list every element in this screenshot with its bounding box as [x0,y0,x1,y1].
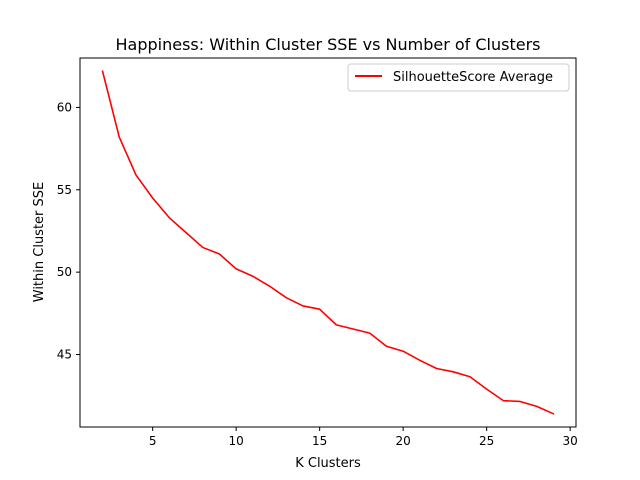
chart-title: Happiness: Within Cluster SSE vs Number … [116,35,541,54]
series-line-0 [101,70,555,415]
legend: SilhouetteScore Average [347,63,570,92]
y-tick-label: 60 [57,100,72,114]
legend-label: SilhouetteScore Average [393,70,553,85]
x-tick-label: 10 [229,434,244,448]
x-tick-label: 15 [312,434,327,448]
y-tick-label: 45 [57,348,72,362]
legend-box [347,63,570,92]
x-tick-label: 5 [149,434,157,448]
y-tick-label: 55 [57,183,72,197]
x-tick-label: 20 [396,434,411,448]
x-tick-label: 25 [479,434,494,448]
plot-area: 5 10 15 20 25 30 45 50 55 60 [57,70,578,448]
y-axis-label: Within Cluster SSE [32,182,47,303]
x-axis-label: K Clusters [295,456,361,471]
axes-frame [79,57,577,428]
x-tick-label: 30 [563,434,578,448]
y-tick-label: 50 [57,265,72,279]
